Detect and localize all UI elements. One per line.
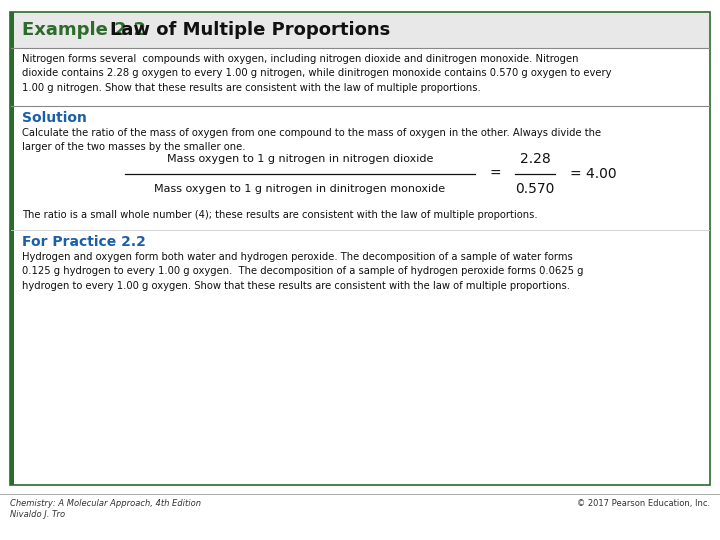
Text: Law of Multiple Proportions: Law of Multiple Proportions <box>110 21 390 39</box>
Text: The ratio is a small whole number (4); these results are consistent with the law: The ratio is a small whole number (4); t… <box>22 210 538 220</box>
Text: = 4.00: = 4.00 <box>570 167 616 181</box>
Text: Example 2.2: Example 2.2 <box>22 21 146 39</box>
Text: Mass oxygen to 1 g nitrogen in dinitrogen monoxide: Mass oxygen to 1 g nitrogen in dinitroge… <box>154 184 446 194</box>
Text: Nivaldo J. Tro: Nivaldo J. Tro <box>10 510 65 519</box>
Bar <box>10 12 710 485</box>
Text: Chemistry: A Molecular Approach, 4th Edition: Chemistry: A Molecular Approach, 4th Edi… <box>10 499 201 508</box>
Text: 2.28: 2.28 <box>520 152 550 166</box>
Text: =: = <box>489 167 501 181</box>
Bar <box>11 12 709 48</box>
Text: Mass oxygen to 1 g nitrogen in nitrogen dioxide: Mass oxygen to 1 g nitrogen in nitrogen … <box>167 154 433 164</box>
Text: Nitrogen forms several  compounds with oxygen, including nitrogen dioxide and di: Nitrogen forms several compounds with ox… <box>22 54 611 93</box>
Text: Hydrogen and oxygen form both water and hydrogen peroxide. The decomposition of : Hydrogen and oxygen form both water and … <box>22 252 583 291</box>
Bar <box>10 12 14 485</box>
Text: Solution: Solution <box>22 111 87 125</box>
Text: © 2017 Pearson Education, Inc.: © 2017 Pearson Education, Inc. <box>577 499 710 508</box>
Text: 0.570: 0.570 <box>516 182 554 196</box>
Text: Calculate the ratio of the mass of oxygen from one compound to the mass of oxyge: Calculate the ratio of the mass of oxyge… <box>22 128 601 152</box>
Text: For Practice 2.2: For Practice 2.2 <box>22 235 146 249</box>
